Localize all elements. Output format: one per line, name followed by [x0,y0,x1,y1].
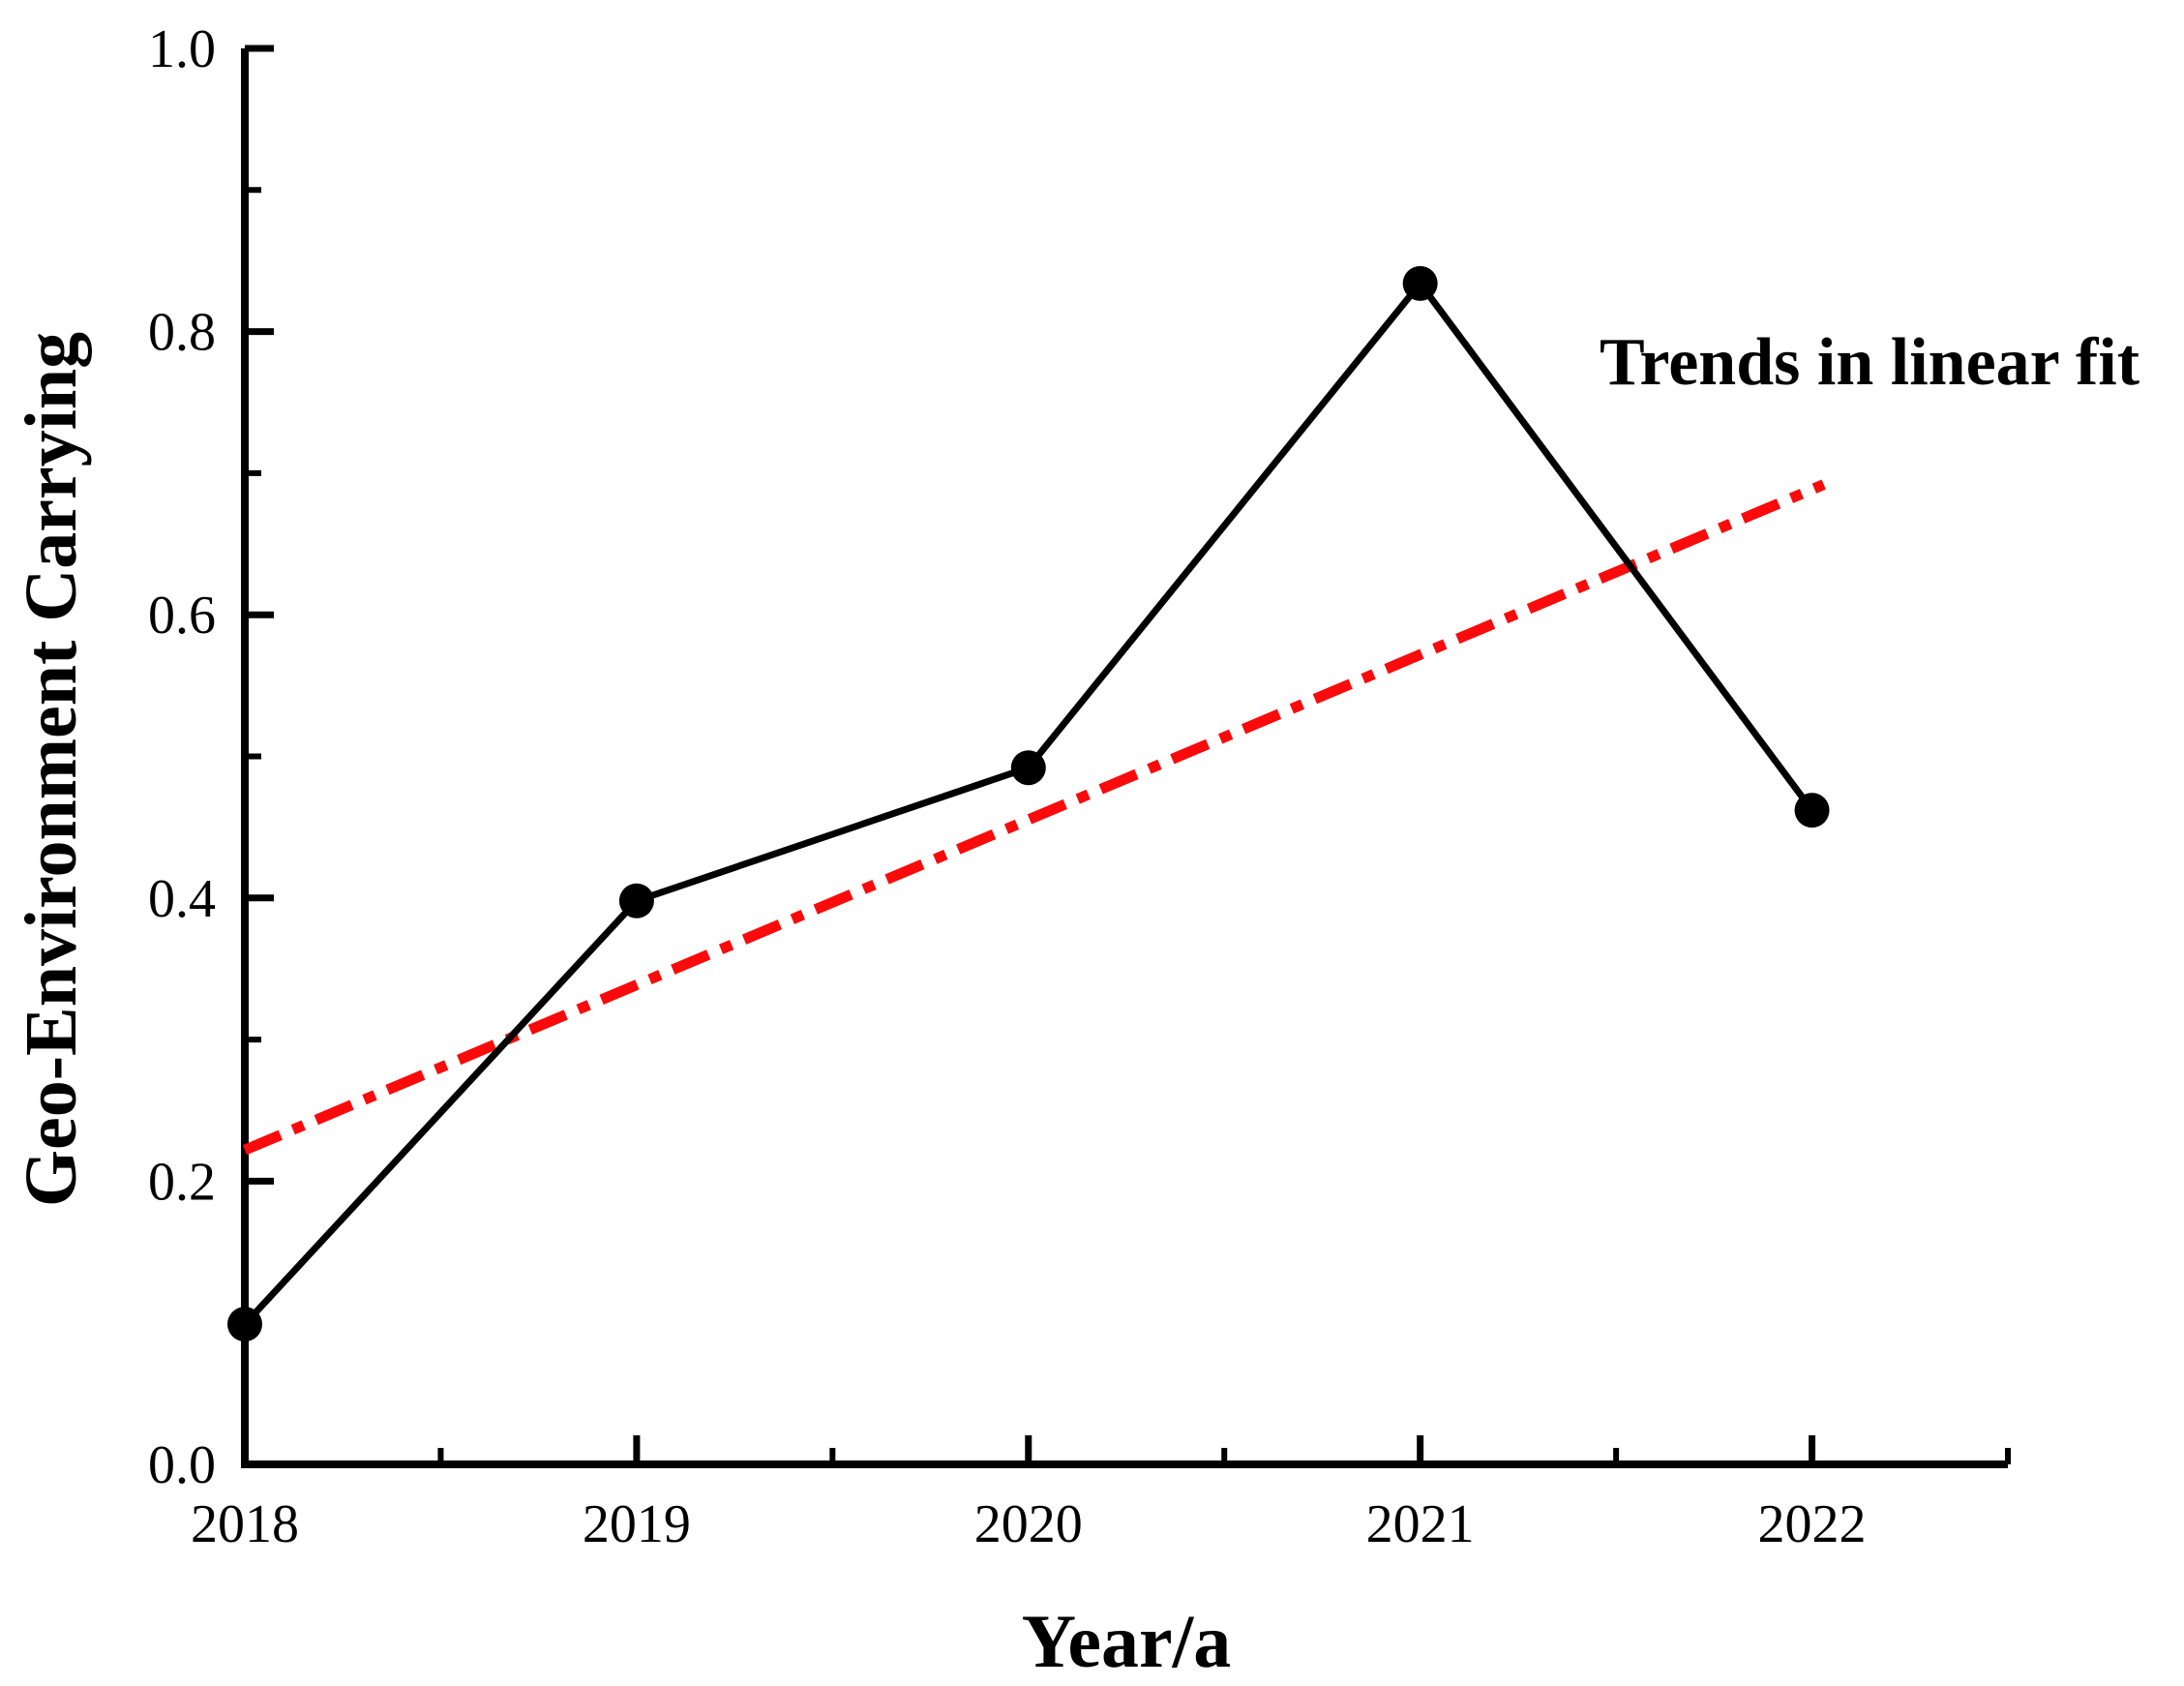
y-tick-label: 0.6 [148,586,216,646]
data-point [1794,793,1830,828]
x-axis-title: Year/a [1022,1599,1232,1683]
tick-labels: 0.0 0.2 0.4 0.6 0.8 1.0 2018 2019 2020 2021 2022 [148,19,1867,1554]
axis-ticks [241,45,2011,1468]
y-tick-label: 0.8 [148,303,216,363]
axes [241,48,2008,1468]
y-tick-label: 1.0 [148,19,216,79]
x-tick-label: 2018 [191,1494,299,1554]
y-axis-title: Geo-Environment Carrying [11,332,92,1207]
x-tick-label: 2021 [1366,1494,1475,1554]
x-tick-label: 2022 [1758,1494,1867,1554]
axis-spine [241,48,2008,1468]
trend-line-label: Trends in linear fit [1600,325,2139,400]
data-point [1010,750,1046,786]
data-point [227,1307,262,1342]
x-tick-label: 2020 [974,1494,1083,1554]
y-tick-label: 0.4 [148,869,216,929]
data-series [227,265,1830,1342]
y-tick-label: 0.2 [148,1152,216,1212]
trend-line [242,479,1826,1156]
data-point [618,883,654,918]
data-line [242,280,1815,1327]
data-point [1402,265,1438,301]
x-tick-label: 2019 [583,1494,691,1554]
y-tick-label: 0.0 [148,1435,216,1495]
